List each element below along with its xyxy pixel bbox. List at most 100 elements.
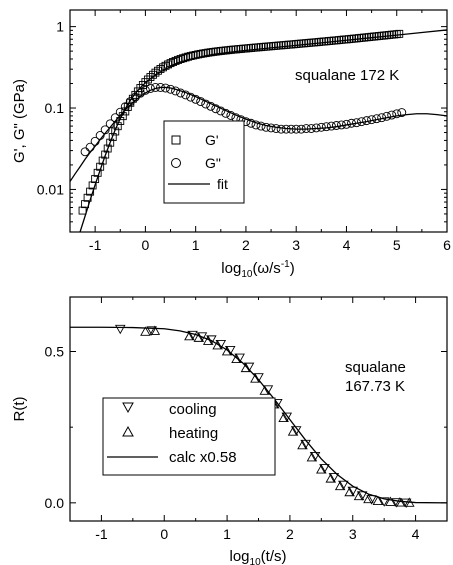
top-gdoubleprime-point (186, 92, 196, 102)
bottom-cooling-point (281, 412, 293, 422)
top-legend: G' G" fit (163, 120, 245, 204)
top-gdoubleprime-point (362, 116, 372, 126)
bottom-heating-point (372, 495, 384, 505)
top-gprime-point (332, 36, 341, 45)
top-gprime-point (121, 107, 130, 116)
top-gprime-point (93, 168, 102, 177)
top-gdoubleprime-point (226, 111, 236, 120)
top-gprime-point (329, 36, 338, 45)
top-gprime-point (284, 40, 293, 49)
bottom-cooling-point (187, 330, 198, 341)
top-gprime-point (103, 144, 112, 153)
top-annotation: squalane 172 K (295, 67, 399, 84)
top-gdoubleprime-point (336, 120, 346, 130)
top-gprime-point (96, 162, 105, 171)
top-legend-square-marker (171, 135, 181, 145)
bottom-annotation-line1: squalane (345, 359, 406, 376)
top-gdoubleprime-point (115, 107, 125, 117)
top-gprime-point (375, 32, 384, 40)
bottom-heating-point (149, 325, 161, 335)
bottom-heating-point (394, 497, 406, 507)
top-panel: -1 0 1 2 3 4 5 6 0.01 0.1 1 squalane 172 K G' G" f… (11, 9, 451, 280)
top-gprime-point (289, 40, 298, 49)
top-gprime-point (101, 150, 110, 159)
top-gdoubleprime-point (347, 118, 356, 128)
top-gdoubleprime-point (135, 88, 145, 98)
top-gprime-point (176, 55, 185, 63)
top-gdoubleprime-point (342, 119, 351, 129)
top-gdoubleprime-point (221, 108, 231, 118)
top-gdoubleprime-point (176, 88, 186, 98)
top-y-tick-label: 1 (56, 19, 64, 35)
bottom-cooling-point (319, 464, 330, 474)
top-gdoubleprime-point (125, 97, 135, 107)
top-gdoubleprime-point (216, 106, 226, 116)
bottom-cooling-point (206, 335, 217, 345)
top-gprime-point (297, 39, 306, 48)
top-gdoubleprime-point (140, 85, 150, 95)
top-gdoubleprime-point (306, 124, 316, 133)
top-gdoubleprime-point (392, 109, 402, 119)
top-gdoubleprime-point (331, 121, 341, 130)
bottom-heating-point (287, 426, 299, 436)
top-gdoubleprime-point (206, 101, 216, 111)
top-gdoubleprime-point (256, 121, 266, 131)
top-gdoubleprime-point (377, 113, 387, 123)
top-gdoubleprime-point (90, 136, 100, 146)
bottom-cooling-point (356, 491, 368, 501)
top-gdoubleprime-point (95, 131, 105, 140)
bottom-x-tick-label: 1 (223, 526, 231, 542)
bottom-cooling-point (300, 439, 311, 450)
top-gdoubleprime-point (276, 124, 286, 134)
top-gprime-point (106, 138, 115, 147)
bottom-x-tick-label: 0 (160, 526, 168, 542)
top-gprime-point (322, 37, 331, 46)
top-x-tick-label: 1 (192, 237, 200, 253)
top-gprime-point (148, 70, 157, 79)
top-gdoubleprime-point (171, 86, 181, 96)
bottom-heating-point (306, 452, 318, 462)
top-gprime-point (327, 36, 336, 45)
top-gprime-point (334, 36, 343, 45)
bottom-cooling-point (215, 339, 227, 350)
top-gprime-point (392, 30, 401, 39)
top-gdoubleprime-point (100, 125, 110, 135)
top-gprime-point (367, 32, 376, 41)
bottom-legend-label-heating: heating (169, 425, 218, 442)
top-gprime-point (161, 61, 170, 70)
top-gprime-point (184, 52, 193, 61)
top-gdoubleprime-point (161, 83, 170, 93)
top-gprime-point (83, 193, 92, 202)
bottom-cooling-point (196, 332, 208, 342)
top-gprime-point (78, 206, 87, 215)
bottom-legend-label-cooling: cooling (169, 401, 217, 418)
bottom-cooling-point (400, 498, 412, 508)
bottom-heating-point (259, 385, 271, 395)
top-gprime-point (277, 41, 286, 50)
top-gprime-point (395, 29, 404, 38)
bottom-heating-point (385, 496, 396, 506)
bottom-cooling-point (338, 480, 349, 491)
bottom-panel: -1 0 1 2 3 4 0.0 0.5 squalane 167.73 K cooling … (11, 296, 448, 565)
bottom-cooling-point (309, 451, 321, 462)
bottom-y-axis-title: R(t) (11, 397, 28, 422)
top-gprime-point (146, 73, 155, 82)
bottom-annotation-line2: 167.73 K (345, 378, 405, 395)
top-gprime-point (194, 50, 203, 59)
top-x-tick-label: 4 (343, 237, 351, 253)
top-gprime-point (299, 39, 308, 48)
top-gprime-point (196, 49, 205, 58)
top-gdoubleprime-point (291, 124, 301, 134)
bottom-cooling-point (253, 373, 264, 383)
top-gprime-point (314, 38, 323, 46)
bottom-x-tick-label: 4 (412, 526, 420, 542)
bottom-legend: cooling heating calc x0.58 (102, 397, 276, 476)
top-gprime-point (377, 31, 386, 40)
top-x-axis-title: log10(ω/s-1) (221, 259, 294, 280)
bottom-cooling-point (243, 362, 255, 373)
top-x-tick-label: 2 (242, 237, 250, 253)
top-gprime-point (390, 30, 399, 39)
top-gdoubleprime-point (85, 142, 95, 152)
top-gprime-point (186, 52, 195, 60)
